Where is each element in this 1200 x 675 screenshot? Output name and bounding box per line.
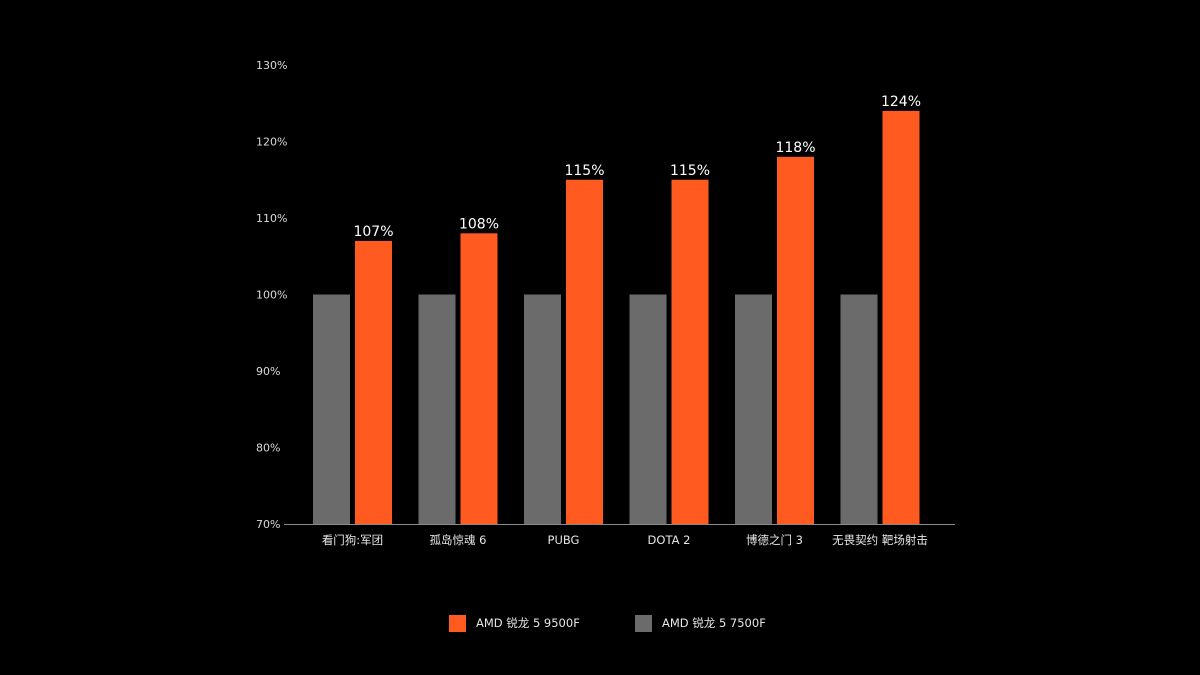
y-tick-label-80: 80% — [256, 442, 280, 455]
x-tick-label-3: DOTA 2 — [648, 533, 691, 547]
data-label-9500f-1: 108% — [459, 216, 499, 232]
x-tick-label-2: PUBG — [548, 533, 580, 547]
y-tick-label-70: 70% — [256, 518, 280, 531]
data-label-9500f-4: 118% — [775, 140, 815, 156]
bar-7500f-0 — [313, 294, 350, 524]
legend-swatch-9500f — [449, 614, 466, 632]
y-tick-label-90: 90% — [256, 365, 280, 378]
bar-9500f-0 — [355, 240, 392, 524]
y-tick-label-120: 120% — [256, 136, 287, 149]
y-tick-label-130: 130% — [256, 59, 287, 72]
bar-9500f-3 — [671, 179, 709, 524]
bar-7500f-5 — [840, 294, 878, 524]
bar-9500f-2 — [566, 179, 603, 524]
legend-swatch-7500f — [635, 614, 652, 632]
data-label-9500f-0: 107% — [353, 224, 393, 240]
data-label-9500f-2: 115% — [564, 163, 604, 179]
legend-label-7500f: AMD 锐龙 5 7500F — [662, 616, 766, 630]
y-tick-label-100: 100% — [256, 289, 287, 302]
bar-7500f-3 — [629, 294, 667, 524]
legend: AMD 锐龙 5 9500F AMD 锐龙 5 7500F — [0, 612, 1200, 634]
data-label-9500f-5: 124% — [881, 94, 921, 110]
y-tick-label-110: 110% — [256, 212, 287, 225]
x-tick-label-1: 孤岛惊魂 6 — [430, 533, 487, 547]
bar-9500f-1 — [460, 233, 498, 525]
legend-item-7500f: AMD 锐龙 5 7500F — [635, 612, 766, 634]
legend-label-9500f: AMD 锐龙 5 9500F — [476, 616, 580, 630]
x-tick-label-0: 看门狗:军团 — [322, 533, 383, 547]
bar-7500f-1 — [418, 294, 456, 524]
bar-9500f-4 — [777, 156, 814, 525]
data-label-9500f-3: 115% — [670, 163, 710, 179]
x-tick-label-4: 博德之门 3 — [746, 533, 803, 547]
legend-item-9500f: AMD 锐龙 5 9500F — [449, 612, 580, 634]
bar-7500f-2 — [524, 294, 561, 524]
bar-7500f-4 — [735, 294, 772, 524]
x-tick-label-5: 无畏契约 靶场射击 — [832, 533, 928, 547]
bar-9500f-5 — [882, 110, 920, 525]
